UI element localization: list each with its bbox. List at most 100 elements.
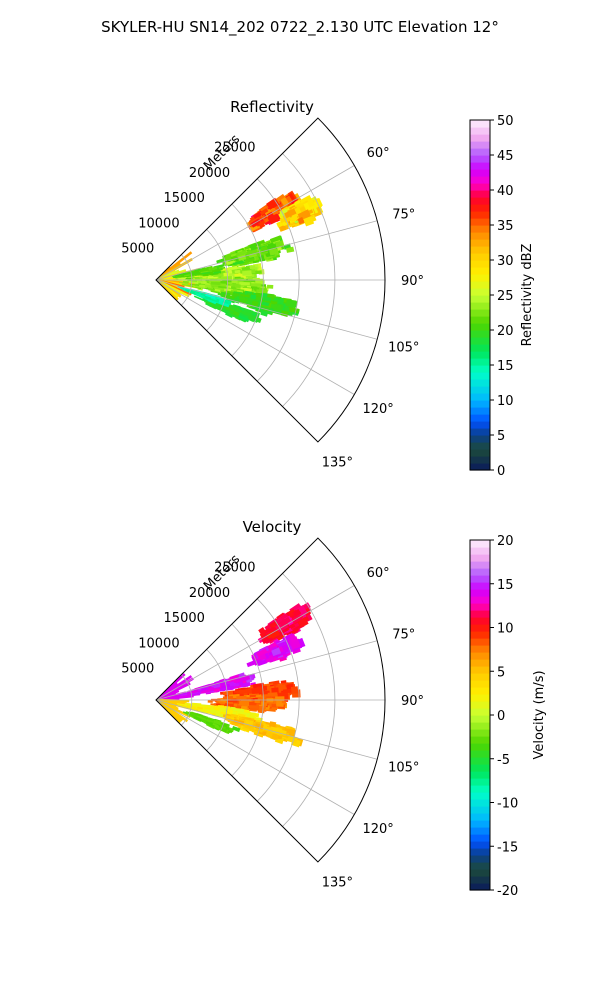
colorbar-segment	[470, 288, 490, 296]
colorbar-segment	[470, 386, 490, 394]
colorbar-segment	[470, 274, 490, 282]
echo-cell	[258, 220, 266, 227]
colorbar-tick-label: 10	[497, 394, 514, 409]
colorbar-tick-label: 25	[497, 289, 514, 304]
colorbar-segment	[470, 204, 490, 212]
colorbar-segment	[470, 225, 490, 233]
colorbar-segment	[470, 134, 490, 142]
colorbar-segment	[470, 379, 490, 387]
colorbar-tick-label: 45	[497, 149, 514, 164]
colorbar-segment	[470, 246, 490, 254]
reflectivity-panel: Reflectivity 500010000150002000025000Met…	[121, 98, 535, 479]
echo-cell	[232, 260, 245, 266]
colorbar-segment	[470, 148, 490, 156]
colorbar-segment	[470, 365, 490, 373]
echo-cell	[223, 272, 230, 277]
colorbar-segment	[470, 344, 490, 352]
echo-cell	[246, 248, 258, 256]
echo-cell	[266, 197, 280, 210]
radar-echo-field	[156, 190, 324, 323]
colorbar-segment	[470, 239, 490, 247]
echo-cell	[242, 270, 252, 276]
colorbar-segment	[470, 260, 490, 268]
colorbar-segment	[470, 162, 490, 170]
colorbar-segment	[470, 155, 490, 163]
colorbar-segment	[470, 232, 490, 240]
colorbar-segment	[470, 267, 490, 275]
colorbar-segment	[470, 337, 490, 345]
echo-cell	[268, 247, 278, 256]
colorbar-segment	[470, 358, 490, 366]
echo-cell	[290, 686, 299, 694]
echo-cell	[238, 700, 250, 707]
colorbar-segment	[470, 393, 490, 401]
echo-cell	[234, 284, 241, 288]
colorbar-segment	[470, 463, 490, 471]
colorbar-segment	[470, 253, 490, 261]
colorbar-segment	[470, 190, 490, 198]
azimuth-tick-label: 120°	[362, 402, 393, 417]
velocity-title: Velocity	[243, 518, 302, 536]
colorbar-segment	[470, 414, 490, 422]
echo-cell	[251, 687, 261, 694]
colorbar-segment	[470, 323, 490, 331]
colorbar-segment	[470, 295, 490, 303]
echo-cell	[269, 235, 282, 243]
radial-tick-label: 5000	[121, 242, 154, 257]
colorbar-segment	[470, 169, 490, 177]
azimuth-tick-label: 90°	[401, 274, 424, 289]
echo-cell	[222, 690, 234, 696]
echo-cell	[236, 695, 247, 700]
reflectivity-data	[156, 190, 324, 323]
colorbar-segment	[470, 351, 490, 359]
echo-cell	[268, 213, 280, 225]
echo-cell	[244, 257, 255, 263]
echo-cell	[249, 244, 257, 251]
colorbar-segment	[470, 309, 490, 317]
echo-cell	[266, 284, 274, 289]
echo-cell	[286, 246, 295, 253]
colorbar-segment	[470, 435, 490, 443]
azimuth-tick-label: 75°	[392, 208, 415, 223]
colorbar-segment	[470, 442, 490, 450]
radial-tick-label: 10000	[138, 216, 179, 231]
colorbar-tick-label: 30	[497, 254, 514, 269]
colorbar-tick-label: 40	[497, 184, 514, 199]
echo-cell	[226, 260, 236, 265]
colorbar-segment	[470, 183, 490, 191]
reflectivity-title: Reflectivity	[230, 98, 314, 116]
colorbar-segment	[470, 449, 490, 457]
echo-cell	[259, 208, 269, 216]
echo-cell	[230, 255, 239, 260]
radial-tick-label: 15000	[164, 191, 205, 206]
colorbar-segment	[470, 407, 490, 415]
colorbar-segment	[470, 302, 490, 310]
azimuth-tick-label: 105°	[388, 340, 419, 355]
echo-cell	[307, 199, 315, 208]
echo-cell	[258, 255, 266, 262]
reflectivity-colorbar-label: Reflectivity dBZ	[520, 244, 535, 347]
azimuth-tick-label: 60°	[367, 146, 390, 161]
colorbar-segment	[470, 127, 490, 135]
colorbar-tick-label: 20	[497, 324, 514, 339]
echo-cell	[210, 703, 217, 706]
colorbar-segment	[470, 211, 490, 219]
colorbar-segment	[470, 421, 490, 429]
echo-cell	[272, 209, 279, 216]
azimuth-tick-label: 135°	[322, 455, 353, 470]
colorbar-tick-label: 0	[497, 464, 505, 479]
colorbar-tick-label: 5	[497, 429, 505, 444]
echo-cell	[276, 703, 284, 707]
colorbar-segment	[470, 316, 490, 324]
colorbar-tick-label: 35	[497, 219, 514, 234]
echo-cell	[231, 280, 238, 284]
colorbar-segment	[470, 176, 490, 184]
echo-cell	[284, 208, 297, 219]
echo-cell	[239, 250, 247, 256]
colorbar-segment	[470, 281, 490, 289]
colorbar-segment	[470, 120, 490, 128]
echo-cell	[297, 217, 305, 225]
